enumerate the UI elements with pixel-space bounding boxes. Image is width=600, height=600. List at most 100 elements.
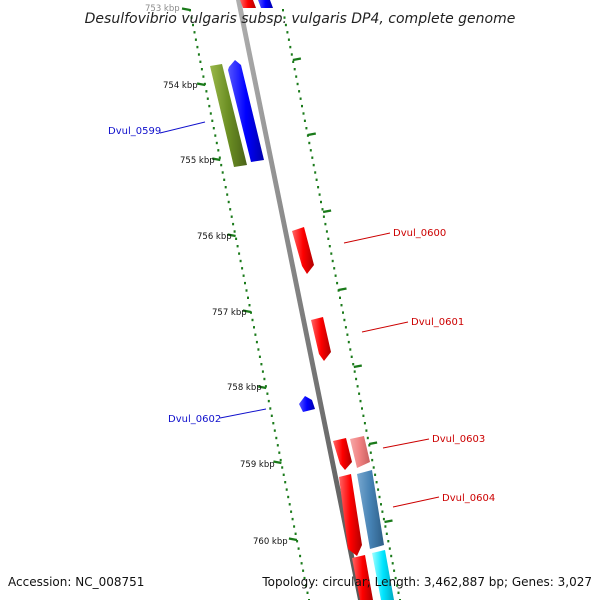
minor-tick <box>197 53 200 56</box>
minor-tick <box>217 149 220 152</box>
minor-tick <box>287 495 290 499</box>
minor-tick <box>233 230 236 233</box>
minor-tick <box>309 149 312 152</box>
minor-tick <box>190 16 193 19</box>
minor-tick <box>299 554 302 558</box>
minor-tick <box>270 414 273 417</box>
minor-tick <box>296 540 299 543</box>
minor-tick <box>238 252 241 255</box>
minor-tick <box>331 259 334 263</box>
gene-label-dvul-0601[interactable]: Dvul_0601 <box>411 317 464 328</box>
minor-tick <box>282 473 285 476</box>
minor-tick <box>272 422 275 425</box>
minor-tick <box>343 318 346 322</box>
minor-tick <box>356 385 359 388</box>
minor-tick <box>282 9 284 12</box>
minor-tick <box>221 171 224 174</box>
minor-tick <box>285 488 288 491</box>
minor-tick <box>298 90 301 93</box>
minor-tick <box>371 458 374 462</box>
kbp-tick-track-right <box>282 9 401 600</box>
callout-line-dvul-0602 <box>219 408 267 419</box>
operon-feature-olive <box>210 64 247 167</box>
minor-tick <box>245 289 248 292</box>
gene-feature-steelblue <box>357 470 384 549</box>
minor-tick <box>363 422 366 425</box>
major-tick <box>384 519 393 524</box>
minor-tick <box>333 267 336 270</box>
minor-tick <box>290 53 293 56</box>
minor-tick <box>230 215 233 218</box>
minor-tick <box>327 237 330 240</box>
gene-feature-dvul-0600 <box>292 227 314 274</box>
minor-tick <box>193 31 196 34</box>
minor-tick <box>291 517 294 521</box>
minor-tick <box>340 304 343 307</box>
gene-feature-bottom-cyan <box>372 550 394 600</box>
gene-label-dvul-0604[interactable]: Dvul_0604 <box>442 493 495 504</box>
callout-line-dvul-0603 <box>382 438 430 449</box>
minor-tick <box>372 466 375 469</box>
major-tick <box>292 57 302 62</box>
minor-tick <box>242 274 245 277</box>
minor-tick <box>328 245 331 248</box>
minor-tick <box>293 68 296 71</box>
minor-tick <box>254 333 257 336</box>
gene-label-dvul-0603[interactable]: Dvul_0603 <box>432 434 485 445</box>
minor-tick <box>385 532 388 535</box>
minor-tick <box>260 363 263 366</box>
major-tick <box>273 460 282 465</box>
gene-feature-dvul-0604 <box>339 474 362 556</box>
minor-tick <box>366 436 369 440</box>
minor-tick <box>384 525 387 528</box>
gene-feature-top-blue <box>258 0 273 8</box>
minor-tick <box>258 355 261 358</box>
minor-tick <box>390 554 393 558</box>
callout-line-dvul-0600 <box>343 232 391 244</box>
gene-feature-dvul-0603 <box>333 438 352 470</box>
minor-tick <box>300 562 303 565</box>
minor-tick <box>239 259 242 263</box>
minor-tick <box>200 68 203 71</box>
minor-tick <box>290 510 293 513</box>
minor-tick <box>202 75 205 78</box>
minor-tick <box>261 370 264 373</box>
minor-tick <box>241 267 244 270</box>
gene-label-dvul-0599[interactable]: Dvul_0599 <box>108 126 161 137</box>
minor-tick <box>380 503 382 506</box>
minor-tick <box>314 171 317 174</box>
minor-tick <box>294 532 297 535</box>
minor-tick <box>391 562 394 565</box>
kbp-label-757: 757 kbp <box>212 308 247 318</box>
minor-tick <box>320 200 322 204</box>
minor-tick <box>306 134 309 137</box>
minor-tick <box>229 208 232 211</box>
major-tick <box>181 7 191 12</box>
kbp-label-753: 753 kbp <box>145 4 180 14</box>
minor-tick <box>263 377 266 381</box>
minor-tick <box>336 281 339 285</box>
major-tick <box>288 537 298 542</box>
minor-tick <box>247 296 249 299</box>
minor-tick <box>278 451 281 454</box>
minor-tick <box>296 82 299 86</box>
minor-tick <box>206 97 209 100</box>
minor-tick <box>361 407 363 410</box>
gene-label-dvul-0600[interactable]: Dvul_0600 <box>393 228 446 239</box>
minor-tick <box>189 9 191 12</box>
minor-tick <box>394 576 397 580</box>
minor-tick <box>387 540 390 543</box>
minor-tick <box>295 75 298 78</box>
minor-tick <box>382 517 385 521</box>
minor-tick <box>226 193 229 196</box>
major-tick <box>353 364 363 369</box>
minor-tick <box>315 178 318 181</box>
kbp-label-760: 760 kbp <box>253 537 288 547</box>
minor-tick <box>358 392 361 395</box>
minor-tick <box>267 399 270 403</box>
minor-tick <box>220 163 223 167</box>
gene-label-dvul-0602[interactable]: Dvul_0602 <box>168 414 221 425</box>
minor-tick <box>208 104 211 108</box>
minor-tick <box>346 333 349 336</box>
minor-tick <box>281 466 284 469</box>
